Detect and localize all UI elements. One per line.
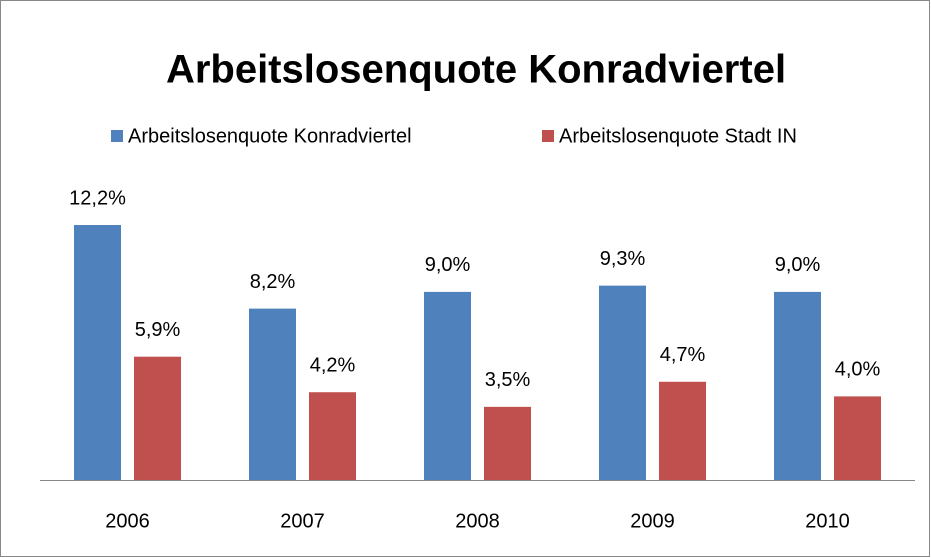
legend-label: Arbeitslosenquote Konradviertel: [128, 125, 412, 147]
bar: [659, 381, 706, 480]
legend-swatch: [111, 130, 123, 142]
bar: [249, 308, 296, 480]
data-label: 4,2%: [310, 355, 356, 377]
data-label: 3,5%: [485, 369, 531, 391]
bar: [74, 225, 121, 480]
x-tick-label: 2008: [455, 510, 500, 532]
data-label: 8,2%: [250, 271, 296, 293]
legend-label: Arbeitslosenquote Stadt IN: [559, 125, 797, 147]
legend-swatch: [542, 130, 554, 142]
bar: [424, 291, 471, 480]
bar: [134, 356, 181, 480]
bar: [309, 392, 356, 480]
data-label: 5,9%: [135, 319, 181, 341]
bar: [774, 291, 821, 480]
chart-title: Arbeitslosenquote Konradviertel: [166, 48, 786, 92]
data-label: 12,2%: [69, 187, 126, 209]
data-label: 9,0%: [425, 254, 471, 276]
x-tick-label: 2009: [630, 510, 675, 532]
data-label: 9,0%: [775, 254, 821, 276]
data-label: 9,3%: [600, 248, 646, 270]
x-tick-label: 2010: [805, 510, 850, 532]
x-tick-label: 2006: [105, 510, 150, 532]
bar: [599, 285, 646, 480]
data-label: 4,0%: [835, 359, 881, 381]
x-tick-label: 2007: [280, 510, 325, 532]
bar: [834, 396, 881, 480]
data-label: 4,7%: [660, 344, 706, 366]
bar: [484, 406, 531, 480]
